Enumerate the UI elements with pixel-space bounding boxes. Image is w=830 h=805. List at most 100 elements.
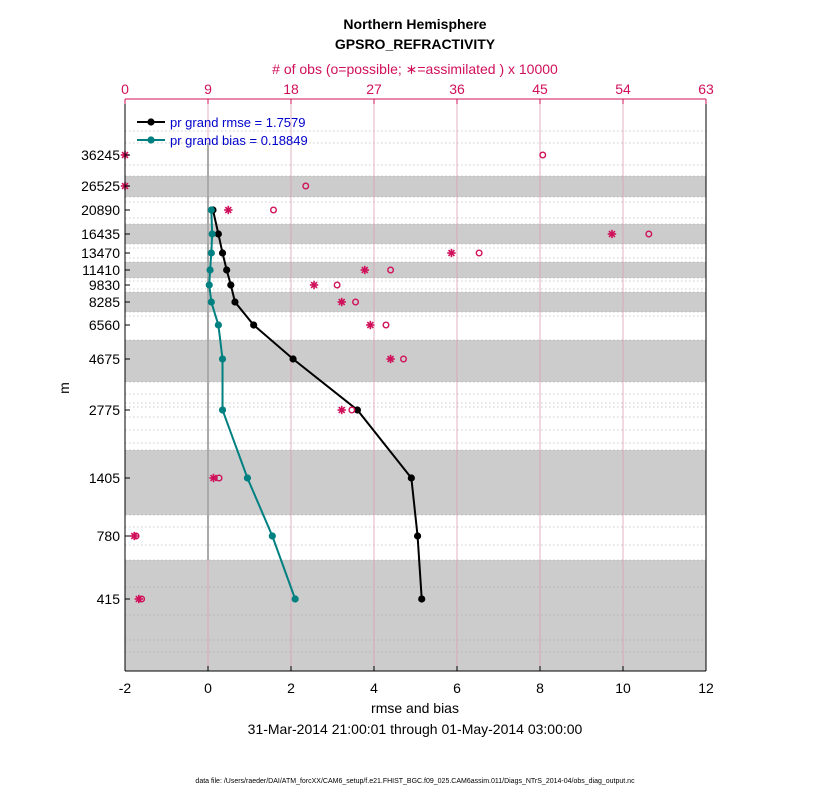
x-tick-label: 6 [453,680,461,696]
rmse-point [218,249,227,257]
x-tick-label: 4 [370,680,378,696]
pressure-band [125,176,706,197]
bias-point [207,249,215,257]
legend: pr grand rmse = 1.7579 pr grand bias = 0.… [137,115,308,148]
y-tick-label: 4675 [89,351,120,367]
y-tick-label: 20890 [81,202,120,218]
obs-possible-marker [352,298,360,306]
obs-possible-marker [539,151,547,159]
pressure-band [125,340,706,382]
top-axis-label: # of obs (o=possible; ∗=assimilated ) x … [272,61,558,77]
chart-title: Northern Hemisphere [343,16,486,32]
pressure-band [125,450,706,515]
rmse-point [227,281,235,289]
obs-assimilated-marker [366,320,375,330]
obs-assimilated-marker [309,280,319,290]
data-file-footer: data file: /Users/raeder/DAI/ATM_forcXX/… [195,778,635,785]
bias-point [218,355,227,363]
bias-point [208,230,216,238]
pressure-bands [125,176,706,671]
x-tick-label: 12 [698,680,714,696]
x-tick-label: 2 [287,680,295,696]
pressure-band [125,262,706,278]
top-tick-label: 63 [698,81,714,97]
obs-assimilated-marker [209,473,218,483]
tick-labels: -2 0 2 4 6 8 10 12 0 9 18 27 36 45 54 63 36245 26525 20890… [81,81,714,696]
y-tick-label: 780 [97,528,121,544]
obs-possible-marker [400,355,408,363]
bias-point [268,532,276,540]
rmse-point [289,355,297,363]
top-tick-label: 27 [366,81,382,97]
top-tick-label: 9 [204,81,212,97]
rmse-point [407,474,415,482]
bias-point [218,406,227,414]
obs-assimilated-marker [337,297,346,307]
top-tick-label: 36 [449,81,465,97]
obs-assimilated-marker [360,265,369,275]
rmse-point [214,230,222,238]
series-layer [205,206,426,603]
obs-markers-layer [120,150,653,604]
y-tick-label: 26525 [81,178,120,194]
y-tick-label: 9830 [89,277,120,293]
bias-point [205,281,213,289]
x-tick-label: 10 [615,680,631,696]
obs-possible-marker [387,266,395,274]
rmse-point [223,266,231,274]
pressure-band [125,224,706,244]
y-tick-label: 13470 [81,245,120,261]
y-axis-label: m [56,382,72,394]
obs-possible-marker [348,406,356,414]
obs-assimilated-marker [130,531,139,541]
obs-possible-marker [269,206,277,214]
top-tick-label: 45 [532,81,548,97]
obs-assimilated-marker [386,354,395,364]
chart-subtitle: GPSRO_REFRACTIVITY [335,36,496,52]
y-tick-label: 2775 [89,402,120,418]
bias-point [207,298,215,306]
y-tick-label: 415 [97,591,121,607]
obs-assimilated-marker [607,229,617,239]
rmse-point [231,298,239,306]
obs-possible-marker [475,249,483,257]
top-tick-label: 18 [283,81,299,97]
legend-entry: pr grand rmse = 1.7579 [170,115,306,130]
legend-swatch-marker [147,136,155,144]
legend-entry: pr grand bias = 0.18849 [170,133,308,148]
obs-assimilated-marker [337,405,346,415]
obs-assimilated-marker [224,205,233,215]
rmse-point [418,595,426,603]
top-tick-label: 54 [615,81,631,97]
obs-assimilated-marker [134,594,144,604]
pressure-band [125,292,706,312]
bias-point [207,206,215,214]
rmse-point [353,406,361,414]
legend-swatch-marker [147,118,155,126]
obs-possible-marker [382,321,390,329]
bias-point [206,266,214,274]
obs-assimilated-marker [447,248,456,258]
y-tick-label: 16435 [81,226,120,242]
x-tick-label: -2 [119,680,132,696]
x-axis-label: rmse and bias [371,700,459,716]
bias-point [214,321,222,329]
bias-point [243,474,252,482]
plot-frame [124,98,707,672]
x-tick-label: 0 [204,680,212,696]
y-tick-label: 11410 [82,262,120,278]
rmse-point [413,532,422,540]
y-tick-label: 6560 [89,317,120,333]
top-tick-label: 0 [121,81,129,97]
obs-possible-marker [645,230,653,238]
obs-possible-marker [302,182,310,190]
y-tick-label: 36245 [81,147,120,163]
rmse-point [250,321,258,329]
y-tick-label: 8285 [89,294,120,310]
date-range: 31-Mar-2014 21:00:01 through 01-May-2014… [248,721,583,737]
obs-possible-marker [333,281,341,289]
bias-point [291,595,299,603]
x-tick-label: 8 [536,680,544,696]
